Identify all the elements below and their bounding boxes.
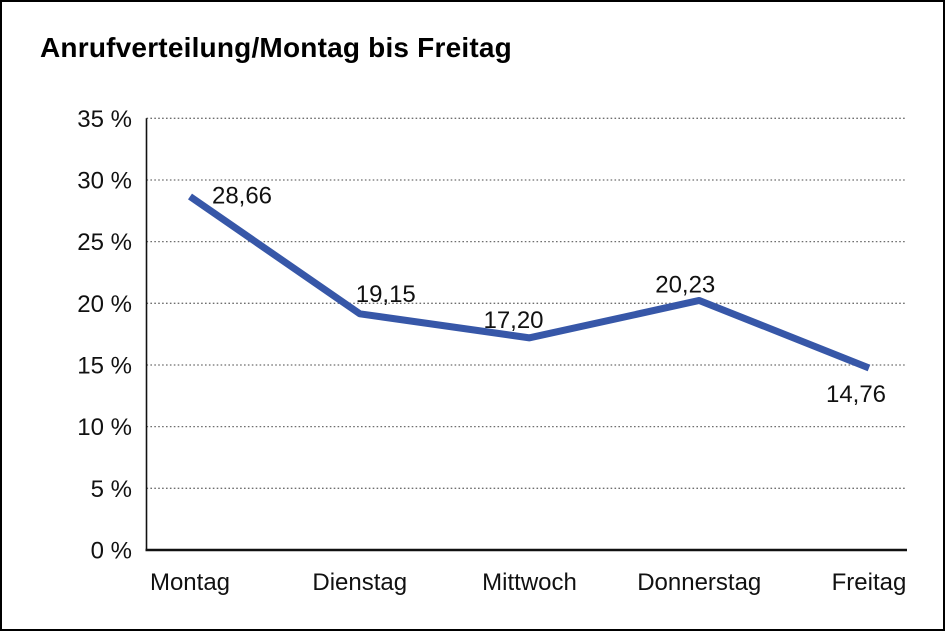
y-tick-label: 35 % <box>77 106 132 133</box>
y-tick-label: 0 % <box>91 538 132 565</box>
y-tick-label: 10 % <box>77 414 132 441</box>
data-label: 19,15 <box>356 281 416 308</box>
data-label: 17,20 <box>483 307 543 334</box>
data-label: 20,23 <box>655 271 715 298</box>
y-tick-label: 20 % <box>77 291 132 318</box>
x-tick-label: Dienstag <box>312 569 407 596</box>
x-tick-label: Montag <box>150 569 230 596</box>
data-line <box>188 193 871 372</box>
y-tick-label: 30 % <box>77 167 132 194</box>
data-label: 28,66 <box>212 182 272 209</box>
chart-title: Anrufverteilung/Montag bis Freitag <box>40 32 512 63</box>
x-tick-label: Freitag <box>832 569 907 596</box>
x-tick-label: Donnerstag <box>637 569 761 596</box>
y-tick-label: 5 % <box>91 476 132 503</box>
y-tick-label: 15 % <box>77 352 132 379</box>
data-label: 14,76 <box>826 381 886 408</box>
x-tick-label: Mittwoch <box>482 569 577 596</box>
y-tick-label: 25 % <box>77 229 132 256</box>
